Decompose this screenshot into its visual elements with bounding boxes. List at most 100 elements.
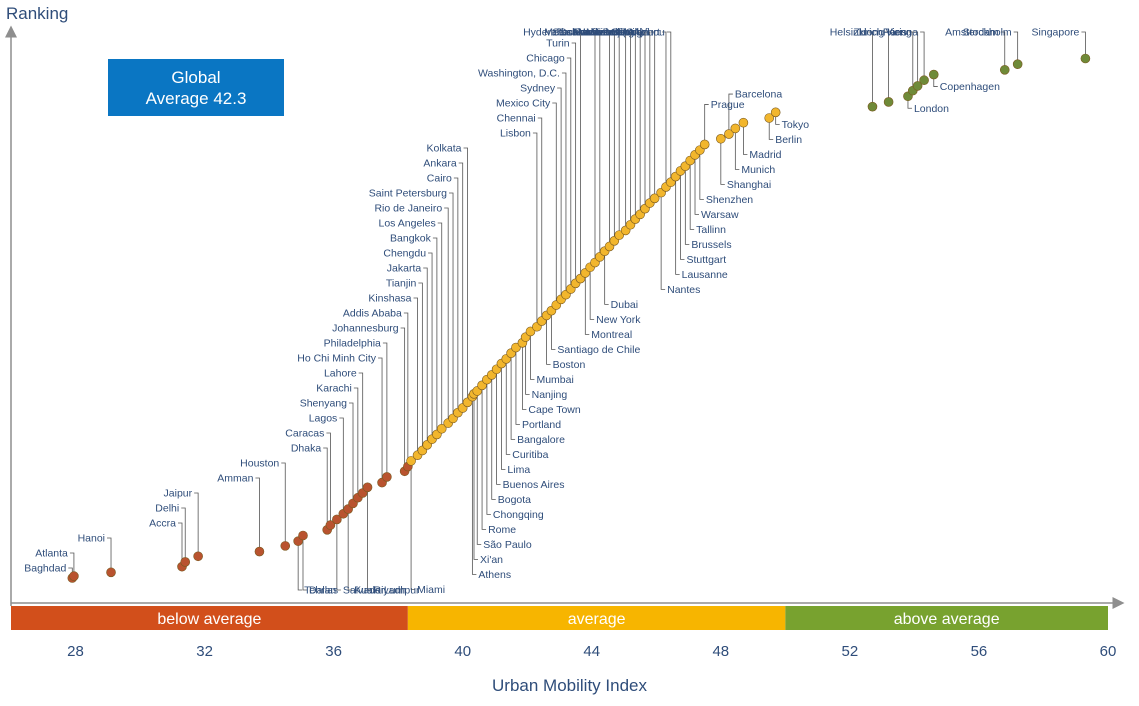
point-barcelona bbox=[724, 129, 734, 139]
label-chongqing: Chongqing bbox=[493, 509, 544, 521]
leader-cape-town bbox=[521, 342, 527, 410]
label-amman: Amman bbox=[217, 473, 253, 485]
leader-johannesburg bbox=[400, 327, 406, 472]
point-stockholm bbox=[1012, 59, 1023, 69]
label-beijing: Beijing bbox=[603, 27, 635, 39]
leader-philadelphia bbox=[382, 342, 388, 477]
label-paris: Paris bbox=[883, 27, 907, 39]
label-boston: Boston bbox=[553, 359, 586, 371]
x-tick-56: 56 bbox=[971, 643, 988, 660]
label-zurich: Zurich bbox=[853, 27, 882, 39]
leader-singapore bbox=[1081, 31, 1086, 59]
point-madrid bbox=[738, 117, 749, 128]
leader-bogota bbox=[491, 374, 496, 500]
label-munich: Munich bbox=[741, 164, 775, 176]
label-s-o-paulo: São Paulo bbox=[483, 539, 532, 551]
leader-xi-an bbox=[473, 393, 478, 560]
label-karachi: Karachi bbox=[316, 383, 352, 395]
label-copenhagen: Copenhagen bbox=[940, 81, 1000, 93]
label-shenyang: Shenyang bbox=[300, 398, 347, 410]
leader-cairo bbox=[453, 177, 459, 413]
label-helsinki: Helsinki bbox=[830, 27, 867, 39]
point-copenhagen bbox=[928, 69, 939, 80]
leader-istanbul bbox=[621, 31, 627, 231]
point-mumbai bbox=[525, 326, 536, 337]
leader-s-o-paulo bbox=[476, 390, 482, 545]
leader-vienna bbox=[920, 31, 925, 81]
label-montreal: Montreal bbox=[591, 329, 632, 341]
label-rio-de-janeiro: Rio de Janeiro bbox=[374, 203, 442, 215]
leader-mexico-city bbox=[552, 102, 557, 306]
label-cape-town: Cape Town bbox=[528, 404, 581, 416]
label-bangkok: Bangkok bbox=[390, 233, 432, 245]
leader-washington-d-c- bbox=[561, 72, 567, 295]
label-buenos-aires: Buenos Aires bbox=[503, 479, 565, 491]
label-kinshasa: Kinshasa bbox=[368, 293, 411, 305]
leader-lisbon bbox=[532, 132, 538, 327]
leader-shenzhen bbox=[699, 150, 704, 200]
label-amsterdam: Amsterdam bbox=[945, 27, 999, 39]
label-salvador: Salvador bbox=[343, 585, 385, 597]
point-portland bbox=[511, 342, 521, 353]
label-nanjing: Nanjing bbox=[532, 389, 568, 401]
leader-miami bbox=[410, 460, 416, 590]
label-accra: Accra bbox=[149, 518, 176, 530]
global-average-annotation: Global Average 42.3 bbox=[108, 59, 284, 116]
band-1 bbox=[407, 606, 786, 630]
leader-addis-ababa bbox=[403, 312, 409, 467]
label-milan: Milan bbox=[624, 27, 649, 39]
label-san-francisco-ca-: San Francisco (CA) bbox=[552, 27, 644, 39]
band-label-1: average bbox=[568, 611, 626, 628]
x-tick-60: 60 bbox=[1100, 643, 1117, 660]
point-dallas bbox=[298, 530, 308, 541]
band-label-2: above average bbox=[894, 611, 1000, 628]
x-tick-40: 40 bbox=[454, 643, 471, 660]
point-riyadh bbox=[362, 482, 373, 493]
band-label-0: below average bbox=[157, 611, 261, 628]
label-dallas: Dallas bbox=[309, 585, 338, 597]
leader-dubai bbox=[604, 251, 609, 305]
label-madrid: Madrid bbox=[749, 149, 781, 161]
label-miami: Miami bbox=[417, 584, 445, 596]
point-salvador bbox=[332, 514, 342, 525]
leader-nanjing bbox=[525, 337, 530, 395]
point-zurich bbox=[883, 97, 894, 107]
leader-delhi bbox=[181, 507, 186, 562]
point-vienna bbox=[919, 75, 929, 86]
leader-los-angeles bbox=[437, 222, 443, 429]
point-amsterdam bbox=[999, 65, 1010, 75]
x-tick-48: 48 bbox=[712, 643, 729, 660]
leader-guangzhou bbox=[666, 31, 672, 183]
label-brussels: Brussels bbox=[691, 239, 731, 251]
point-houston bbox=[280, 541, 291, 551]
leader-ankara bbox=[458, 162, 464, 408]
leader-prague bbox=[704, 104, 709, 145]
label-caracas: Caracas bbox=[285, 428, 324, 440]
leader-bangalore bbox=[510, 353, 516, 440]
leader-lima bbox=[501, 363, 506, 470]
label-lisbon: Lisbon bbox=[500, 128, 531, 140]
leader-milan bbox=[650, 31, 656, 199]
leader-curitiba bbox=[505, 358, 511, 455]
leader-kolkata bbox=[463, 147, 468, 403]
point-tokyo bbox=[770, 107, 781, 118]
point-hanover bbox=[614, 230, 624, 240]
band-2 bbox=[785, 606, 1108, 630]
leader-jakarta bbox=[423, 267, 428, 445]
label-dubai: Dubai bbox=[611, 299, 638, 311]
leader-hong-kong bbox=[913, 31, 919, 86]
label-stockholm: Stockholm bbox=[963, 27, 1012, 39]
global-average-line2: Average 42.3 bbox=[145, 88, 247, 108]
leader-accra bbox=[178, 522, 183, 567]
leader-kuala-lumpur bbox=[347, 509, 353, 591]
leader-boston bbox=[546, 315, 551, 365]
label-mumbai: Mumbai bbox=[536, 374, 573, 386]
y-axis-title: Ranking bbox=[6, 4, 69, 23]
label-shanghai: Shanghai bbox=[727, 179, 771, 191]
leader-chengdu bbox=[428, 252, 433, 440]
leader-stockholm bbox=[1013, 31, 1019, 65]
label-bangalore: Bangalore bbox=[517, 434, 565, 446]
point-hong-kong bbox=[912, 81, 923, 91]
point-atlanta bbox=[69, 571, 79, 581]
leader-paris bbox=[908, 31, 914, 91]
